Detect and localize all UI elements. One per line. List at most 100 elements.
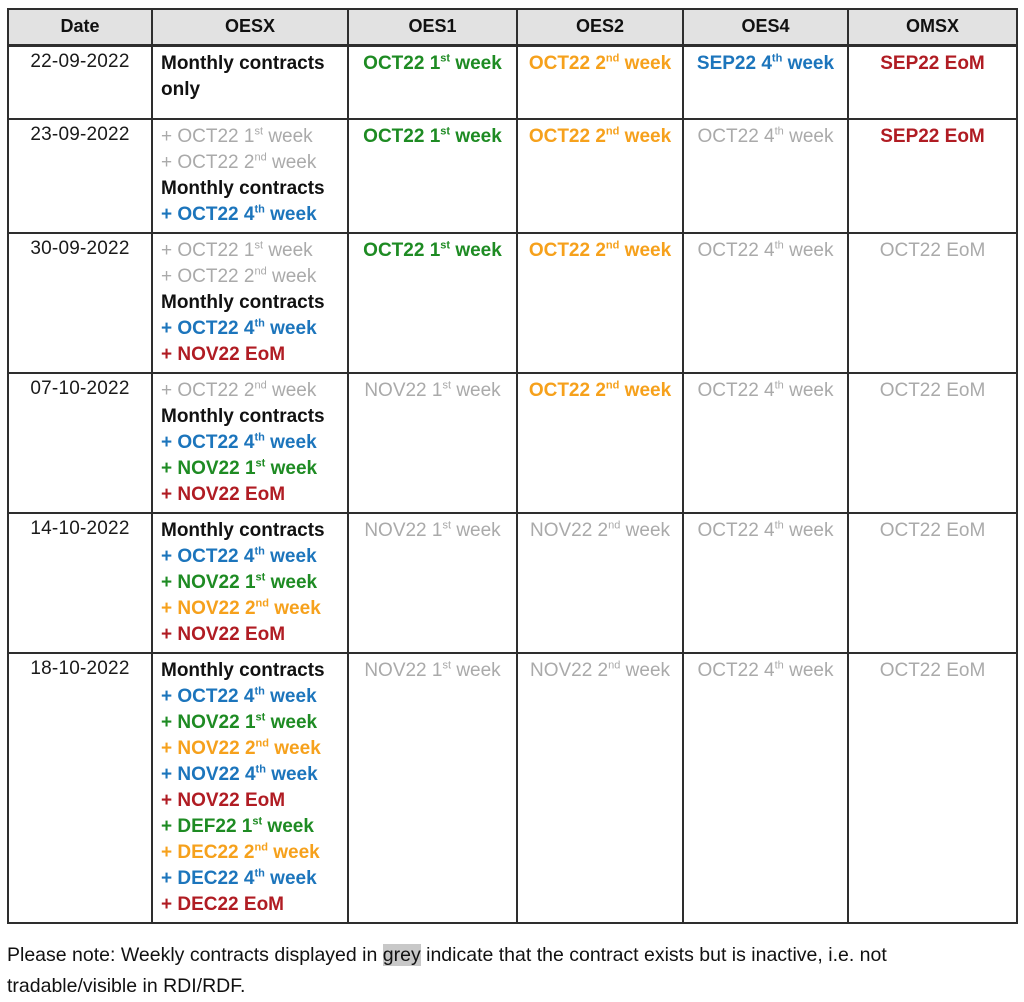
contract-entry: OCT22 EoM (879, 380, 986, 401)
contract-entry: Monthly contracts (161, 520, 325, 541)
omsx-cell: OCT22 EoM (847, 652, 1018, 924)
date-cell: 30-09-2022 (7, 232, 153, 374)
oes1-cell: OCT22 1st week (347, 232, 518, 374)
contract-entry: + OCT22 4th week (161, 545, 317, 567)
date-value: 18-10-2022 (30, 658, 130, 679)
table-row: 23-09-2022 + OCT22 1st week + OCT22 2nd … (7, 118, 1018, 234)
footnote-text-before: Please note: Weekly contracts displayed … (7, 944, 383, 966)
contract-entry: NOV22 2nd week (529, 659, 671, 681)
contract-entry: + DEC22 4th week (161, 867, 317, 889)
oes4-cell: OCT22 4th week (682, 232, 849, 374)
contracts-expiry-table: Date OESX OES1 OES2 OES4 OMSX 22-09-2022… (7, 8, 1018, 924)
contract-entry: OCT22 EoM (879, 660, 986, 681)
omsx-cell: SEP22 EoM (847, 118, 1018, 234)
contract-entry: + OCT22 1st week (161, 125, 313, 147)
oes1-cell: NOV22 1st week (347, 372, 518, 514)
contract-entry: + DEF22 1st week (161, 815, 314, 837)
contract-entry: + OCT22 4th week (161, 203, 317, 225)
table-row: 18-10-2022 Monthly contracts + OCT22 4th… (7, 652, 1018, 924)
contract-entry: NOV22 1st week (364, 659, 501, 681)
omsx-cell: OCT22 EoM (847, 372, 1018, 514)
contract-entry: Monthly contracts only (161, 52, 325, 100)
contract-entry: OCT22 EoM (879, 240, 986, 261)
contract-entry: + NOV22 EoM (161, 790, 286, 811)
contract-entry: + NOV22 1st week (161, 457, 318, 479)
contract-entry: + DEC22 EoM (161, 894, 285, 915)
contract-entry: OCT22 EoM (879, 520, 986, 541)
contract-entry: + OCT22 2nd week (161, 151, 317, 173)
oes4-cell: OCT22 4th week (682, 512, 849, 654)
date-cell: 22-09-2022 (7, 44, 153, 120)
header-cell-oesx: OESX (151, 8, 349, 47)
contract-entry: OCT22 4th week (697, 519, 834, 541)
table-header-row: Date OESX OES1 OES2 OES4 OMSX (7, 8, 1018, 47)
date-cell: 14-10-2022 (7, 512, 153, 654)
date-value: 14-10-2022 (30, 518, 130, 539)
contract-entry: SEP22 EoM (880, 126, 985, 147)
contract-entry: + NOV22 EoM (161, 624, 286, 645)
header-cell-oes2: OES2 (516, 8, 684, 47)
contract-entry: + NOV22 EoM (161, 344, 286, 365)
contract-entry: SEP22 EoM (880, 52, 985, 74)
table-row: 30-09-2022 + OCT22 1st week + OCT22 2nd … (7, 232, 1018, 374)
contract-entry: Monthly contracts (161, 178, 325, 199)
contract-entry: Monthly contracts (161, 660, 325, 681)
date-value: 30-09-2022 (30, 238, 130, 259)
date-value: 22-09-2022 (30, 50, 130, 72)
oes2-cell: OCT22 2nd week (516, 232, 684, 374)
contract-entry: OCT22 1st week (363, 239, 502, 261)
contract-entry: + NOV22 4th week (161, 763, 318, 785)
oesx-cell: + OCT22 1st week + OCT22 2nd week Monthl… (151, 118, 349, 234)
oes1-cell: NOV22 1st week (347, 652, 518, 924)
contract-entry: NOV22 2nd week (529, 519, 671, 541)
contract-entry: OCT22 4th week (697, 379, 834, 401)
date-value: 23-09-2022 (30, 124, 130, 145)
date-cell: 07-10-2022 (7, 372, 153, 514)
oes4-cell: OCT22 4th week (682, 372, 849, 514)
contract-entry: + OCT22 4th week (161, 317, 317, 339)
contract-entry: + NOV22 1st week (161, 571, 318, 593)
date-value: 07-10-2022 (30, 378, 130, 399)
oes2-cell: OCT22 2nd week (516, 44, 684, 120)
contract-entry: OCT22 2nd week (528, 239, 672, 261)
contract-entry: SEP22 4th week (696, 52, 835, 74)
header-cell-date: Date (7, 8, 153, 47)
contract-entry: Monthly contracts (161, 292, 325, 313)
omsx-cell: SEP22 EoM (847, 44, 1018, 120)
footnote-highlighted-word: grey (382, 944, 421, 966)
header-cell-oes1: OES1 (347, 8, 518, 47)
oes2-cell: OCT22 2nd week (516, 372, 684, 514)
oesx-cell: + OCT22 2nd week Monthly contracts + OCT… (151, 372, 349, 514)
contract-entry: NOV22 1st week (364, 379, 501, 401)
oes1-cell: NOV22 1st week (347, 512, 518, 654)
contract-entry: OCT22 4th week (697, 125, 834, 147)
contract-entry: + OCT22 4th week (161, 431, 317, 453)
contract-entry: OCT22 1st week (363, 125, 502, 147)
date-cell: 23-09-2022 (7, 118, 153, 234)
oes2-cell: NOV22 2nd week (516, 512, 684, 654)
table-row: 14-10-2022 Monthly contracts + OCT22 4th… (7, 512, 1018, 654)
footnote: Please note: Weekly contracts displayed … (7, 940, 1013, 1002)
contract-entry: OCT22 1st week (363, 52, 502, 74)
oes4-cell: OCT22 4th week (682, 118, 849, 234)
contract-entry: OCT22 4th week (697, 659, 834, 681)
oesx-cell: Monthly contracts only (151, 44, 349, 120)
oes1-cell: OCT22 1st week (347, 44, 518, 120)
contract-entry: OCT22 2nd week (528, 379, 672, 401)
contract-entry: + NOV22 2nd week (161, 737, 321, 759)
contract-entry: + OCT22 1st week (161, 239, 313, 261)
header-cell-omsx: OMSX (847, 8, 1018, 47)
oes4-cell: OCT22 4th week (682, 652, 849, 924)
contract-entry: + NOV22 2nd week (161, 597, 321, 619)
contract-entry: + NOV22 EoM (161, 484, 286, 505)
oesx-cell: Monthly contracts + OCT22 4th week + NOV… (151, 652, 349, 924)
omsx-cell: OCT22 EoM (847, 232, 1018, 374)
omsx-cell: OCT22 EoM (847, 512, 1018, 654)
contract-entry: + DEC22 2nd week (161, 841, 320, 863)
oes2-cell: NOV22 2nd week (516, 652, 684, 924)
document-page: Date OESX OES1 OES2 OES4 OMSX 22-09-2022… (7, 8, 1018, 997)
table-row: 07-10-2022 + OCT22 2nd week Monthly cont… (7, 372, 1018, 514)
oes1-cell: OCT22 1st week (347, 118, 518, 234)
oesx-cell: Monthly contracts + OCT22 4th week + NOV… (151, 512, 349, 654)
contract-entry: + OCT22 4th week (161, 685, 317, 707)
